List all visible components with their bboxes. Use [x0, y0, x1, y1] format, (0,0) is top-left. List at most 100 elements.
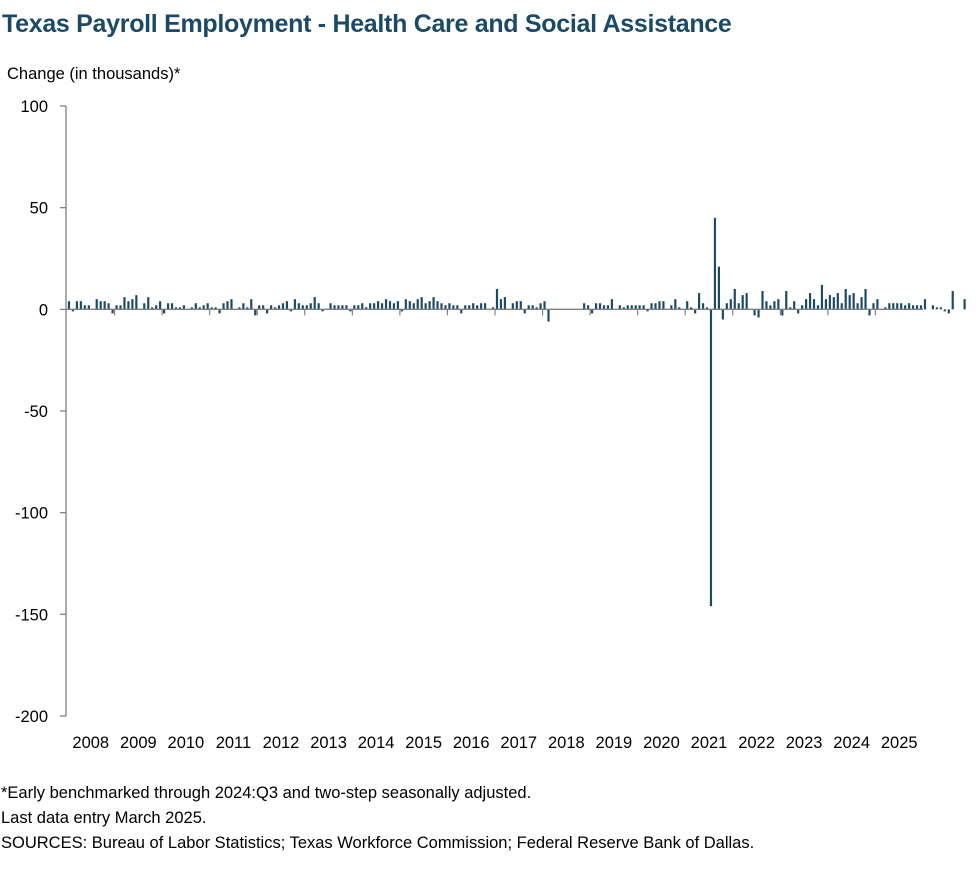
bar — [943, 309, 946, 312]
bar — [812, 299, 816, 310]
bar — [222, 303, 225, 310]
bar — [499, 299, 503, 310]
bar — [281, 303, 285, 310]
bar — [341, 305, 344, 310]
bar — [733, 289, 736, 310]
bar — [690, 307, 693, 310]
bar — [805, 299, 808, 310]
bar — [515, 301, 518, 310]
bar — [365, 307, 368, 310]
bar — [654, 303, 657, 310]
bar — [297, 303, 300, 310]
bar — [900, 303, 903, 310]
bar — [83, 305, 86, 310]
bar — [947, 309, 950, 314]
bar — [262, 305, 265, 310]
bar — [436, 301, 439, 310]
bar — [147, 297, 150, 310]
bar — [642, 305, 645, 310]
bar — [594, 303, 598, 310]
bar — [107, 303, 110, 310]
bar — [519, 301, 522, 310]
bar — [908, 303, 911, 310]
bar — [174, 307, 178, 310]
bar — [285, 301, 289, 310]
bar — [935, 307, 938, 310]
bar — [143, 303, 146, 310]
bar — [151, 307, 154, 310]
bar — [860, 297, 863, 310]
bar — [491, 307, 495, 310]
bar — [135, 295, 138, 310]
bar — [270, 305, 273, 310]
bar — [246, 307, 249, 310]
bar — [630, 305, 633, 310]
bar — [777, 299, 780, 310]
bar — [166, 303, 170, 310]
bar — [87, 305, 90, 310]
bar — [868, 309, 871, 316]
bar — [912, 305, 915, 310]
bar — [713, 217, 717, 310]
bar — [170, 303, 174, 310]
bar — [587, 305, 590, 310]
bar — [273, 307, 277, 310]
bar — [951, 291, 954, 310]
bar — [242, 303, 245, 310]
x-tick-label: 2025 — [881, 734, 918, 752]
bar — [848, 295, 851, 310]
bar — [155, 305, 158, 310]
bar — [634, 305, 637, 310]
bar — [864, 289, 867, 310]
bar — [824, 299, 827, 310]
bar — [111, 309, 114, 314]
bar — [198, 307, 201, 310]
bar — [701, 303, 705, 310]
bar — [230, 299, 233, 310]
bar — [309, 303, 312, 310]
x-tick-label: 2008 — [72, 734, 109, 752]
bar — [963, 299, 966, 310]
footnotes: *Early benchmarked through 2024:Q3 and t… — [1, 781, 754, 856]
x-tick-label: 2014 — [358, 734, 395, 752]
bar — [250, 299, 253, 310]
bar — [757, 309, 760, 318]
bar — [856, 303, 859, 310]
bar — [464, 305, 467, 310]
bar — [598, 303, 602, 310]
bar — [476, 305, 479, 310]
bar — [202, 305, 205, 310]
bar — [67, 301, 71, 310]
bar — [686, 301, 689, 310]
bar — [333, 305, 336, 310]
bar — [329, 303, 332, 310]
bar — [745, 293, 748, 310]
bar — [254, 309, 257, 316]
bar — [277, 305, 281, 310]
bar — [103, 301, 106, 310]
x-tick-label: 2016 — [453, 734, 490, 752]
bar — [503, 297, 506, 310]
bar — [79, 301, 82, 310]
bar — [511, 303, 514, 310]
bar — [400, 309, 403, 312]
bar — [773, 301, 776, 310]
bar — [915, 305, 919, 310]
bar — [424, 303, 427, 310]
bar — [602, 305, 606, 310]
y-tick-label: -100 — [15, 505, 48, 523]
x-tick-label: 2022 — [738, 734, 775, 752]
bar — [535, 307, 538, 310]
bar — [127, 301, 130, 310]
bar — [258, 305, 261, 310]
footnote-seasonal: *Early benchmarked through 2024:Q3 and t… — [1, 784, 532, 802]
bar — [741, 295, 744, 310]
bar — [694, 309, 697, 314]
bar — [678, 307, 681, 310]
x-tick-label: 2024 — [833, 734, 870, 752]
axes — [65, 106, 923, 716]
bar — [543, 301, 546, 310]
x-tick-label: 2019 — [596, 734, 633, 752]
bar — [828, 295, 831, 310]
bar — [317, 303, 320, 310]
